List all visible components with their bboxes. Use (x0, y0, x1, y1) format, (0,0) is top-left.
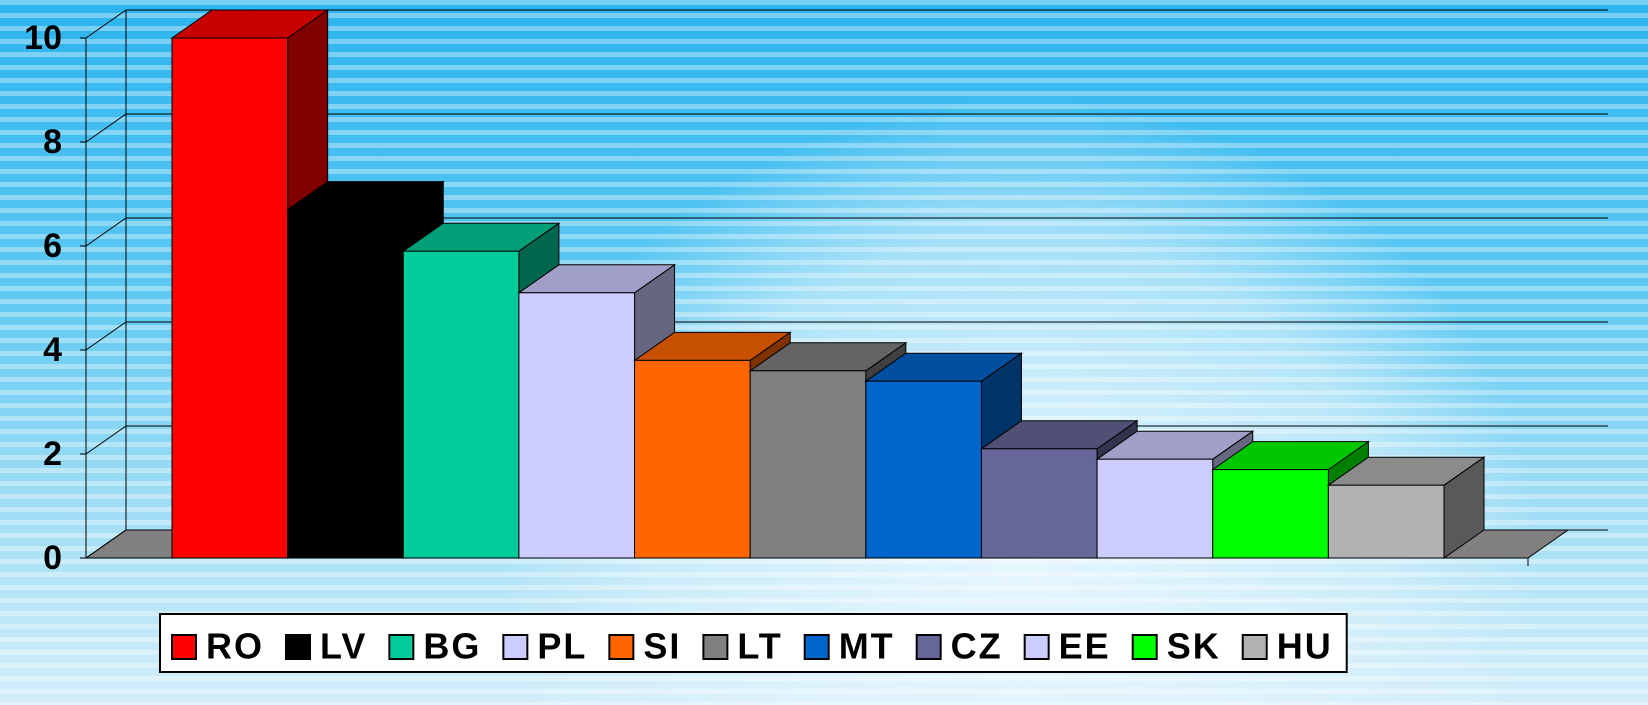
legend-swatch (805, 635, 829, 659)
grid-diagonal (86, 322, 126, 350)
legend-swatch (917, 635, 941, 659)
legend-swatch (286, 635, 310, 659)
legend-swatch (1243, 635, 1267, 659)
bar (172, 38, 288, 558)
bar (750, 371, 866, 558)
bar (635, 360, 751, 558)
legend-swatch (703, 635, 727, 659)
legend-label: HU (1277, 626, 1333, 667)
legend-label: LV (320, 626, 367, 667)
legend-label: LT (737, 626, 782, 667)
y-tick-label: 10 (24, 19, 62, 57)
legend-swatch (172, 635, 196, 659)
legend-label: PL (537, 626, 587, 667)
legend-swatch (1133, 635, 1157, 659)
bar (1097, 459, 1213, 558)
y-tick-label: 4 (43, 331, 62, 369)
y-tick-label: 2 (43, 435, 62, 473)
bar (1213, 470, 1329, 558)
grid-diagonal (86, 114, 126, 142)
legend-swatch (609, 635, 633, 659)
grid-diagonal (86, 218, 126, 246)
y-tick-label: 8 (43, 123, 62, 161)
legend-label: MT (839, 626, 895, 667)
bar (981, 449, 1097, 558)
chart: 0 2 4 6 8 10 RO LV BG PL SI LT MT CZ EE SK HU (0, 0, 1648, 705)
grid-diagonal (86, 426, 126, 454)
y-tick-label: 0 (43, 539, 62, 577)
bar (403, 251, 519, 558)
legend-label: EE (1059, 626, 1111, 667)
legend: RO LV BG PL SI LT MT CZ EE SK HU (160, 614, 1347, 672)
legend-swatch (503, 635, 527, 659)
legend-swatch (1025, 635, 1049, 659)
y-tick-label: 6 (43, 227, 62, 265)
legend-swatch (389, 635, 413, 659)
bar (866, 381, 982, 558)
bar (1328, 485, 1444, 558)
legend-label: SK (1167, 626, 1221, 667)
grid-diagonal (86, 10, 126, 38)
bar (519, 293, 635, 558)
legend-label: SI (643, 626, 681, 667)
bar (288, 210, 404, 558)
legend-label: CZ (951, 626, 1003, 667)
legend-label: BG (423, 626, 481, 667)
legend-label: RO (206, 626, 264, 667)
